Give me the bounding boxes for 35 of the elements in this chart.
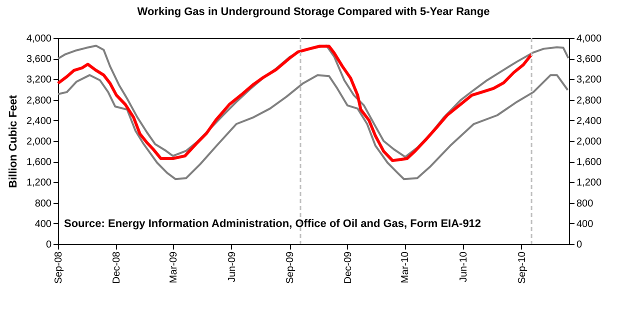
y2-tick-label: 4,000: [576, 34, 602, 44]
y2-tick-label: 2,000: [576, 136, 602, 148]
y-tick-label: 2,000: [26, 136, 52, 148]
y-tick-label: 3,600: [26, 54, 52, 66]
y-tick-label: 400: [34, 218, 52, 230]
y-tick-label: 1,600: [26, 157, 52, 168]
y2-tick-label: 3,200: [576, 74, 602, 86]
y2-tick-label: 2,400: [576, 116, 602, 127]
x-tick-label: Mar-09: [168, 251, 180, 284]
x-tick-label: Jun-10: [458, 251, 470, 282]
y2-tick-label: 0: [576, 240, 582, 250]
x-tick-label: Mar-10: [400, 251, 412, 284]
y-tick-label: 2,800: [26, 95, 52, 106]
x-tick-label: Jun-09: [226, 251, 238, 282]
y-tick-label: 4,000: [26, 34, 52, 44]
line-series: [57, 74, 569, 180]
y-tick-label: 1,200: [26, 178, 52, 189]
y2-tick-label: 3,600: [576, 54, 602, 66]
chart-title: Working Gas in Underground Storage Compared with 5-Year Range: [137, 6, 490, 18]
y-axis-title: Billion Cubic Feet: [7, 94, 20, 188]
x-tick-label: Sep-10: [516, 251, 528, 284]
y-tick-label: 800: [34, 198, 52, 210]
y-tick-label: 0: [46, 240, 52, 250]
y2-tick-label: 1,600: [576, 157, 602, 168]
y2-tick-label: 2,800: [576, 95, 602, 106]
y-tick-label: 3,200: [26, 74, 52, 86]
y2-tick-label: 1,200: [576, 178, 602, 189]
x-tick-label: Sep-08: [54, 251, 64, 284]
x-tick-label: Sep-09: [285, 251, 296, 284]
y-tick-label: 2,400: [26, 116, 52, 127]
y2-tick-label: 800: [576, 198, 594, 210]
x-tick-label: Dec-09: [342, 251, 354, 284]
y2-tick-label: 400: [576, 218, 594, 230]
annotation: Source: Energy Information Administration, Office of Oil and Gas, Form EIA-912: [64, 218, 482, 230]
x-tick-label: Dec-08: [111, 251, 122, 284]
